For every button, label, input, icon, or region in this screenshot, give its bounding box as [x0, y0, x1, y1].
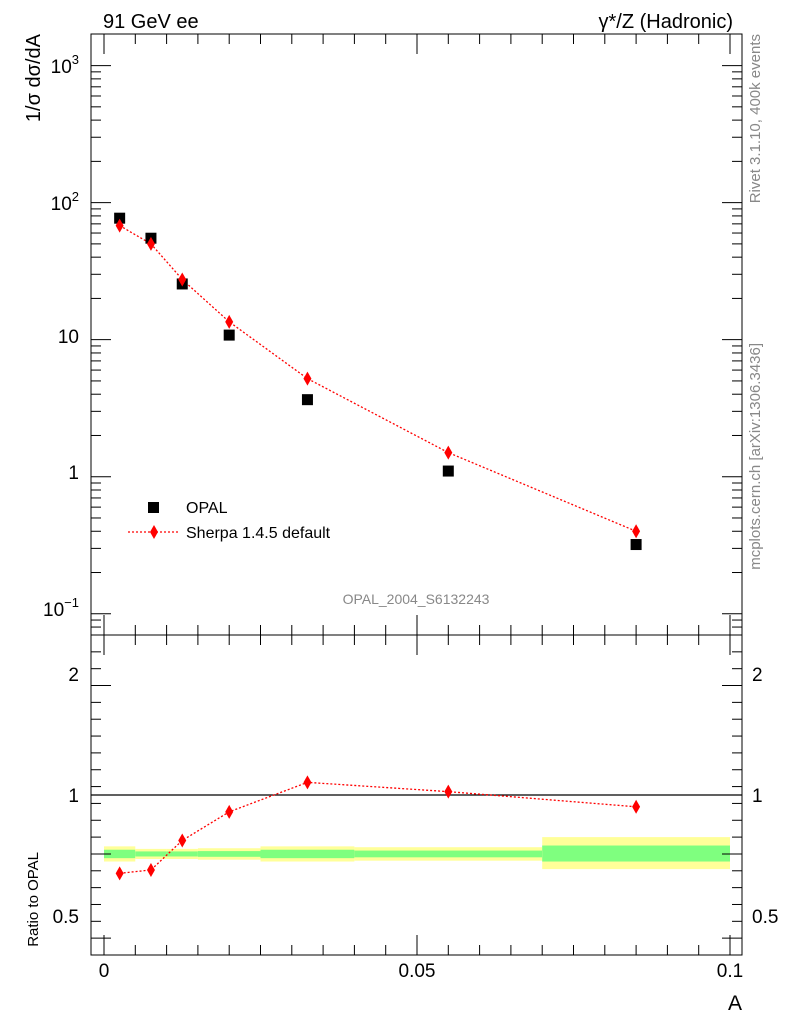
- legend-marker-opal: [148, 502, 159, 513]
- sherpa-ratio-point: [146, 862, 155, 877]
- sherpa-ratio-point: [632, 799, 641, 814]
- sherpa-point: [146, 236, 155, 251]
- ratio-y-tick-label-0.5: 0.5: [53, 907, 79, 928]
- y-tick-label-1000: 103: [51, 52, 79, 78]
- mc-points-ratio: [115, 775, 641, 881]
- analysis-watermark: OPAL_2004_S6132243: [343, 591, 490, 607]
- ratio-y-tick-label-right-1: 1: [752, 786, 763, 807]
- x-axis-label: A: [728, 992, 742, 1015]
- ratio-axis-ticks: [91, 635, 742, 955]
- sherpa-point: [115, 218, 124, 233]
- x-tick-label-0.05: 0.05: [399, 961, 436, 982]
- sherpa-point: [178, 272, 187, 287]
- ratio-band-inner: [542, 845, 730, 862]
- opal-point: [223, 329, 235, 341]
- ratio-band-inner: [354, 850, 543, 858]
- main-y-tick-labels: 103 102 10 1 10−1: [43, 52, 79, 621]
- ratio-band-inner: [104, 849, 136, 859]
- ratio-band-inner: [197, 851, 261, 857]
- sherpa-line: [119, 225, 637, 532]
- header-right-title: γ*/Z (Hadronic): [599, 11, 733, 33]
- y-tick-label-0.1: 10−1: [43, 595, 79, 621]
- opal-point: [630, 539, 642, 551]
- sherpa-point: [444, 445, 453, 460]
- ratio-band-inner: [135, 851, 167, 857]
- ratio-y-axis-label: Ratio to OPAL: [25, 852, 42, 947]
- sherpa-ratio-point: [303, 775, 312, 790]
- opal-point: [442, 465, 454, 477]
- ratio-band-inner: [166, 851, 198, 857]
- ratio-y-tick-label-1: 1: [68, 786, 79, 807]
- ratio-panel: 2 1 0.5 2 1 0.5 Ratio to OPAL 0 0.05 0.1…: [25, 634, 778, 1015]
- main-axis-ticks: [91, 34, 742, 636]
- ratio-y-tick-label-right-2: 2: [752, 665, 763, 686]
- ratio-uncertainty-bands: [104, 837, 730, 870]
- opal-point: [114, 212, 126, 224]
- sherpa-ratio-point: [225, 804, 234, 819]
- main-panel: 103 102 10 1 10−1 1/σ dσ/dA OPAL_2004_S6…: [23, 33, 743, 636]
- ratio-y-tick-label-right-0.5: 0.5: [752, 907, 778, 928]
- sherpa-ratio-point: [115, 866, 124, 881]
- y-tick-label-1: 1: [68, 463, 79, 484]
- y-tick-label-10: 10: [58, 327, 79, 348]
- sherpa-ratio-point: [178, 833, 187, 848]
- legend-label-sherpa: Sherpa 1.4.5 default: [186, 525, 331, 542]
- opal-point: [301, 394, 313, 406]
- sherpa-point: [225, 314, 234, 329]
- x-tick-label-0.1: 0.1: [717, 961, 743, 982]
- ratio-band-inner: [260, 849, 355, 859]
- sherpa-ratio-point: [444, 784, 453, 799]
- x-tick-label-0: 0: [99, 961, 110, 982]
- main-panel-frame: [90, 33, 743, 636]
- legend: OPAL Sherpa 1.4.5 default: [128, 500, 331, 542]
- mc-points-main: [115, 218, 641, 539]
- main-y-axis-label: 1/σ dσ/dA: [23, 33, 45, 122]
- legend-label-opal: OPAL: [186, 500, 228, 517]
- ratio-y-tick-label-2: 2: [68, 665, 79, 686]
- side-label-top: Rivet 3.1.10, 400k events: [747, 34, 764, 203]
- sherpa-point: [632, 524, 641, 539]
- header-left-title: 91 GeV ee: [103, 11, 199, 33]
- legend-marker-sherpa: [150, 525, 158, 539]
- side-label-bottom: mcplots.cern.ch [arXiv:1306.3436]: [747, 343, 764, 570]
- mc-line-main: [119, 225, 637, 532]
- sherpa-point: [303, 371, 312, 386]
- y-tick-label-100: 102: [51, 189, 79, 215]
